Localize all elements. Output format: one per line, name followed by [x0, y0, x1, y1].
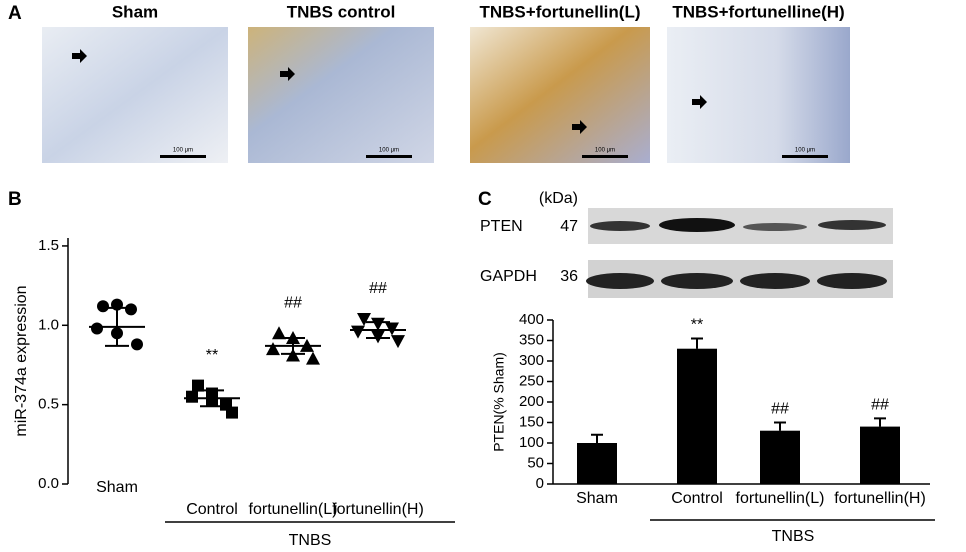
x-tick-label: Control [671, 490, 723, 507]
blot-unit: (kDa) [539, 190, 578, 207]
blot-row-label: GAPDH [480, 268, 537, 285]
data-point [306, 351, 320, 365]
error-bar [366, 321, 390, 339]
scale-bar-label: 100 μm [795, 148, 815, 154]
y-tick-label: 350 [519, 331, 544, 348]
significance-label: ## [369, 280, 387, 297]
data-point [351, 325, 365, 339]
x-tick-label: fortunellin(L) [249, 501, 338, 518]
error-bar [874, 417, 886, 427]
micrograph [470, 27, 650, 163]
x-tick-label: fortunellin(L) [736, 490, 825, 507]
blot-band [743, 223, 807, 231]
panel-label: C [478, 189, 492, 210]
micrograph [248, 27, 434, 163]
blot-kda: 47 [560, 218, 578, 235]
data-point [192, 379, 204, 392]
y-tick-label: 250 [519, 372, 544, 389]
image-title: Sham [112, 2, 158, 21]
blot-band [740, 273, 810, 289]
bar [760, 430, 800, 484]
x-tick-label: Sham [576, 490, 618, 507]
micrograph [667, 27, 850, 163]
bar [860, 426, 900, 484]
data-point [186, 390, 198, 403]
blot-band [590, 221, 650, 231]
arrow [692, 95, 707, 109]
scale-bar [160, 155, 206, 158]
y-tick-label: 100 [519, 434, 544, 451]
y-tick-label: 1.5 [38, 237, 59, 254]
blot-kda: 36 [560, 268, 578, 285]
y-tick-label: 150 [519, 413, 544, 430]
error-bar [774, 421, 786, 431]
significance-label: ## [871, 397, 889, 414]
data-point [125, 303, 137, 316]
scale-bar-label: 100 μm [379, 148, 399, 154]
image-title: TNBS+fortunellin(L) [479, 2, 640, 21]
image-title: TNBS+fortunelline(H) [672, 2, 844, 21]
data-point [131, 338, 143, 351]
error-bar [691, 337, 703, 349]
y-axis-label: PTEN(% Sham) [491, 352, 507, 452]
data-point [91, 322, 103, 335]
y-tick-label: 200 [519, 393, 544, 410]
data-point [391, 335, 405, 349]
significance-label: ** [691, 317, 703, 334]
scale-bar [782, 155, 828, 158]
x-tick-label: Control [186, 501, 238, 518]
error-bar [200, 389, 224, 408]
blot-band [818, 220, 886, 230]
arrow [280, 67, 295, 81]
bar [677, 348, 717, 484]
blot-row-label: PTEN [480, 218, 523, 235]
data-point [266, 342, 280, 356]
scale-bar-label: 100 μm [173, 148, 193, 154]
error-bar [591, 433, 603, 443]
panel-label: B [8, 189, 22, 210]
error-bar [105, 306, 129, 347]
data-point [97, 300, 109, 313]
y-tick-label: 300 [519, 352, 544, 369]
arrow [72, 49, 87, 63]
scale-bar-label: 100 μm [595, 148, 615, 154]
x-tick-label: fortunellin(H) [834, 490, 926, 507]
data-point [272, 326, 286, 340]
x-tick-label: Sham [96, 479, 138, 496]
significance-label: ## [771, 401, 789, 418]
panel-label: A [8, 3, 22, 24]
group-label: TNBS [772, 528, 815, 545]
data-point [385, 322, 399, 336]
data-point [357, 312, 371, 326]
blot-band [659, 218, 735, 232]
arrow [572, 120, 587, 134]
data-point [226, 406, 238, 419]
significance-label: ## [284, 294, 302, 311]
y-tick-label: 0.5 [38, 396, 59, 413]
micrograph [42, 27, 228, 163]
y-tick-label: 0 [536, 475, 544, 492]
scale-bar [582, 155, 628, 158]
y-axis-label: miR-374a expression [13, 285, 30, 436]
image-title: TNBS control [287, 2, 396, 21]
data-point [286, 348, 300, 362]
error-bar [281, 336, 305, 355]
blot-band [586, 273, 654, 289]
y-tick-label: 1.0 [38, 316, 59, 333]
y-tick-label: 0.0 [38, 475, 59, 492]
blot-band [817, 273, 887, 289]
y-tick-label: 50 [527, 454, 544, 471]
y-tick-label: 400 [519, 311, 544, 328]
group-label: TNBS [289, 532, 332, 549]
significance-label: ** [206, 347, 218, 364]
blot-band [661, 273, 733, 289]
scale-bar [366, 155, 412, 158]
bar [577, 443, 617, 484]
x-tick-label: fortunellin(H) [332, 501, 424, 518]
